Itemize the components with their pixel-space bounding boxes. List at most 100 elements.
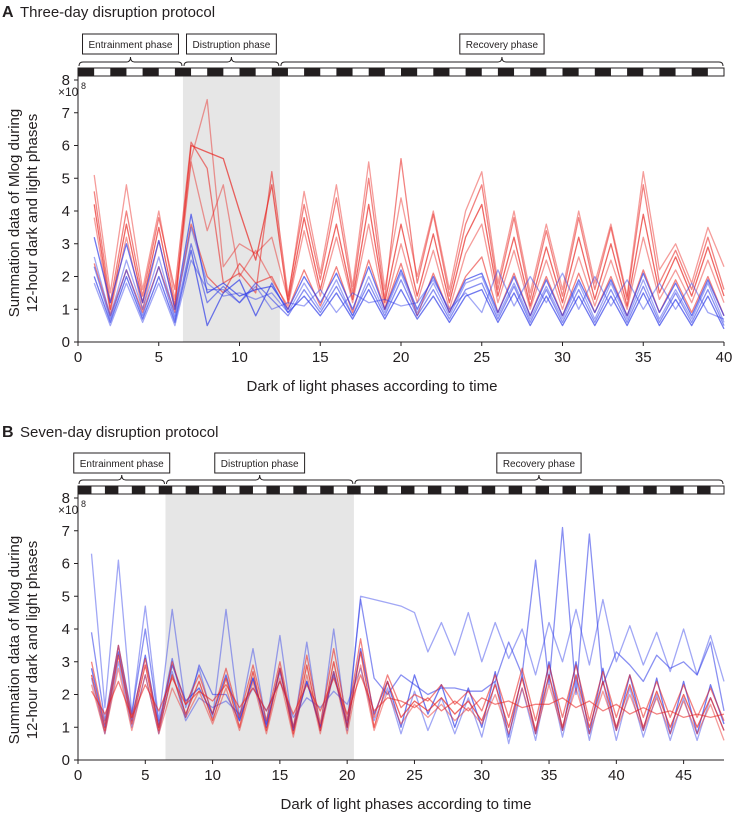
panel-a-dark-segment (239, 68, 256, 76)
panel-b-series-line-red (90, 664, 725, 741)
panel-a-dark-segment (627, 68, 644, 76)
panel-b-dark-segment (239, 486, 253, 494)
panel-a-dark-segment (368, 68, 385, 76)
panel-a-dark-segment (497, 68, 515, 76)
panel-a-phase-box (459, 33, 545, 55)
panel-a-dark-segment (659, 68, 676, 76)
panel-b-dark-segment (185, 486, 200, 494)
panel-b-phase-label: Recovery phase (503, 459, 576, 470)
panel-a-phase-bar (77, 67, 725, 77)
panel-b: B Seven-day disruption protocol Dark of … (2, 424, 725, 813)
panel-a-x-tick-label: 5 (155, 349, 163, 366)
panel-b-dark-segment (266, 486, 280, 494)
panel-b-title: Seven-day disruption protocol (20, 424, 218, 441)
panel-a-multiplier: ×10 (58, 85, 79, 99)
panel-a-phase-label: Recovery phase (466, 40, 539, 51)
panel-b-dark-segment (293, 486, 307, 494)
panel-a-y-tick-label: 4 (62, 203, 70, 220)
panel-b-x-tick-label: 5 (141, 767, 149, 784)
panel-b-multiplier-exponent: 8 (81, 499, 86, 509)
panel-b-y-tick-label: 2 (62, 687, 70, 704)
panel-b-y-tick-label: 8 (62, 490, 70, 507)
panel-b-dark-segment (401, 486, 415, 494)
panel-b-phase-bracket (354, 474, 724, 485)
panel-a-x-tick-label: 35 (635, 349, 652, 366)
panel-b-xlabel: Dark of light phases according to time (281, 796, 532, 813)
panel-a-dark-segment (691, 68, 708, 76)
panel-a-disruption-shade (182, 70, 280, 342)
panel-b-multiplier: ×10 (58, 503, 79, 517)
panel-a-dark-segment (174, 68, 192, 76)
panel-a-dark-segment (530, 68, 547, 76)
panel-a-dark-segment (78, 68, 95, 76)
panel-b-y-tick-label: 0 (62, 752, 70, 769)
panel-b-y-tick-label: 1 (62, 719, 70, 736)
panel-a-series-line-red (93, 144, 725, 310)
panel-a-dark-segment (336, 68, 353, 76)
panel-b-dark-segment (562, 486, 576, 494)
panel-a-y-tick-label: 3 (62, 236, 70, 253)
panel-b-phase-bar (77, 485, 725, 495)
panel-b-phase-box (73, 452, 171, 474)
panel-b-dark-segment (212, 486, 227, 494)
panel-b-letter: B (2, 424, 14, 441)
panel-a-y-tick-label: 8 (62, 72, 70, 89)
panel-a-y-tick-label: 6 (62, 138, 70, 155)
panel-a-x-tick-label: 25 (473, 349, 490, 366)
panel-b-dark-segment (78, 486, 92, 494)
panel-a-dark-segment (594, 68, 611, 76)
panel-b-dark-segment (347, 486, 361, 494)
panel-b-dark-segment (320, 486, 334, 494)
panel-b-y-tick-label: 4 (62, 621, 70, 638)
panel-a-phase-box (186, 33, 277, 55)
panel-a-dark-segment (271, 68, 288, 76)
panel-b-phase-bracket (165, 474, 354, 485)
panel-a-y-tick-label: 1 (62, 301, 70, 318)
panel-a-x-tick-label: 40 (716, 349, 733, 366)
panel-b-x-tick-label: 20 (339, 767, 356, 784)
panel-b-x-tick-label: 15 (272, 767, 289, 784)
panel-b-dark-segment (454, 486, 469, 494)
panel-b-dark-segment (616, 486, 630, 494)
panel-b-dark-segment (508, 486, 523, 494)
panel-a-y-tick-label: 0 (62, 334, 70, 351)
panel-b-x-tick-label: 30 (473, 767, 490, 784)
panel-a-series-line-blue (93, 226, 725, 323)
panel-a-dark-segment (433, 68, 450, 76)
panel-a-series-line-red (93, 141, 725, 304)
panel-a-x-tick-label: 15 (312, 349, 329, 366)
panel-a-dark-segment (207, 68, 224, 76)
panel-a-x-tick-label: 20 (393, 349, 410, 366)
panel-a-series-line-blue (93, 243, 725, 326)
panel-b-series-line-red (90, 674, 725, 719)
panel-a-series-line-blue (93, 213, 725, 317)
panel-b-series-group (90, 526, 725, 745)
panel-b-series-line-red (90, 638, 725, 728)
panel-b-dark-segment (670, 486, 684, 494)
panel-a-ylabel-line1: Summation data of Mlog during (6, 109, 23, 317)
panel-a-dark-segment (401, 68, 418, 76)
panel-b-dark-segment (427, 486, 442, 494)
panel-a-series-line-red (93, 98, 725, 301)
panel-b-ylabel-line2: 12-hour dark and light phases (24, 541, 41, 739)
panel-b-dark-segment (374, 486, 388, 494)
panel-a: A Three-day disruption protocol Dark of … (2, 4, 732, 395)
panel-b-phase-box (496, 452, 582, 474)
panel-b-dark-segment (104, 486, 119, 494)
panel-a-series-line-blue (93, 259, 725, 327)
panel-a-x-tick-label: 0 (74, 349, 82, 366)
panel-b-phase-label: Entrainment phase (80, 459, 164, 470)
panel-b-y-tick-label: 3 (62, 654, 70, 671)
panel-b-phase-label: Distruption phase (221, 459, 299, 470)
panel-b-series-line-red (90, 651, 725, 735)
panel-b-x-tick-label: 35 (541, 767, 558, 784)
panel-a-xlabel: Dark of light phases according to time (247, 378, 498, 395)
panel-b-series-line-blue (90, 526, 725, 728)
panel-b-x-tick-label: 0 (74, 767, 82, 784)
panel-b-y-tick-label: 7 (62, 523, 70, 540)
panel-a-phase-bracket (183, 56, 280, 67)
panel-a-letter: A (2, 4, 14, 21)
panel-a-y-tick-label: 2 (62, 269, 70, 286)
panel-a-y-tick-label: 7 (62, 105, 70, 122)
